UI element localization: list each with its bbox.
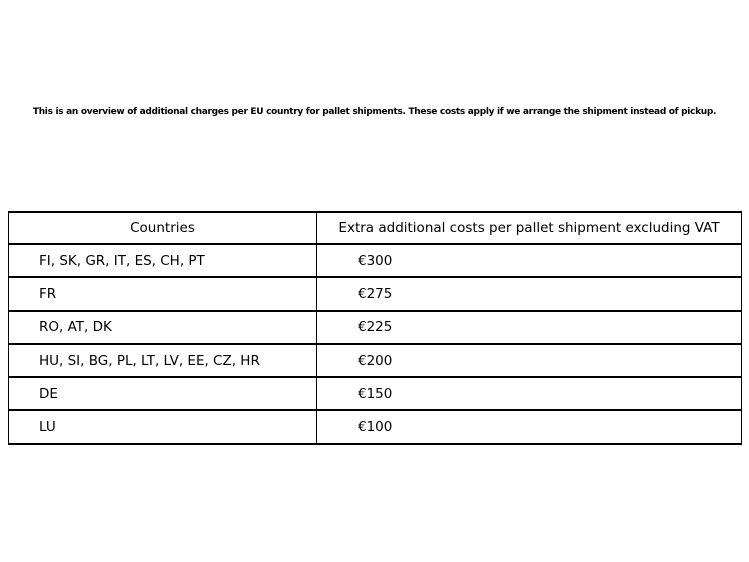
- cost-cell: €200: [316, 342, 742, 379]
- countries-cell: RO, AT, DK: [8, 309, 317, 345]
- table-row: RO, AT, DK €225: [8, 309, 742, 345]
- intro-text: This is an overview of additional charge…: [32, 107, 717, 117]
- cost-cell: €100: [316, 409, 742, 445]
- table-header-row: Countries Extra additional costs per pal…: [8, 211, 742, 245]
- header-extra-costs: Extra additional costs per pallet shipme…: [316, 211, 742, 245]
- countries-cell: HU, SI, BG, PL, LT, LV, EE, CZ, HR: [8, 342, 317, 379]
- table-row: LU €100: [8, 409, 742, 445]
- charges-table: Countries Extra additional costs per pal…: [8, 211, 742, 445]
- cost-cell: €150: [316, 376, 742, 412]
- header-countries: Countries: [8, 211, 317, 245]
- cost-cell: €275: [316, 276, 742, 312]
- cost-cell: €225: [316, 309, 742, 345]
- table-row: HU, SI, BG, PL, LT, LV, EE, CZ, HR €200: [8, 342, 742, 379]
- table-row: DE €150: [8, 376, 742, 412]
- table-row: FR €275: [8, 276, 742, 312]
- countries-cell: FI, SK, GR, IT, ES, CH, PT: [8, 242, 317, 279]
- countries-cell: FR: [8, 276, 317, 312]
- cost-cell: €300: [316, 242, 742, 279]
- table-row: FI, SK, GR, IT, ES, CH, PT €300: [8, 242, 742, 279]
- countries-cell: LU: [8, 409, 317, 445]
- countries-cell: DE: [8, 376, 317, 412]
